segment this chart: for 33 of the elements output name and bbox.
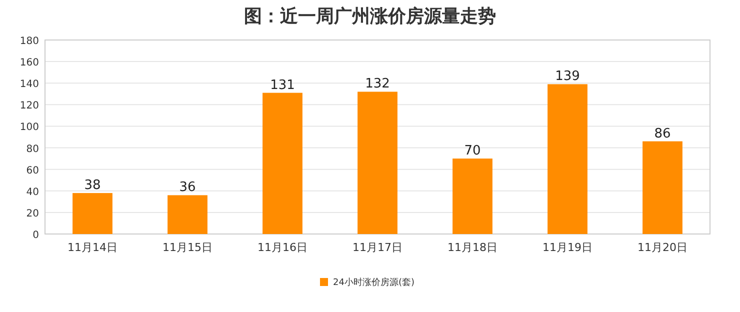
y-tick-label: 140: [20, 79, 39, 90]
y-tick-label: 0: [32, 230, 39, 241]
y-tick-label: 20: [26, 208, 39, 220]
y-tick-label: 120: [20, 100, 39, 112]
bar: [642, 141, 682, 234]
data-label: 131: [270, 78, 295, 93]
bar: [262, 92, 302, 234]
x-tick-label: 11月19日: [542, 241, 592, 254]
bar: [548, 84, 588, 234]
data-label: 139: [555, 69, 580, 84]
data-label: 36: [179, 180, 196, 196]
legend-label: 24小时涨价房源(套): [333, 277, 414, 288]
y-tick-label: 60: [26, 165, 39, 176]
bar: [358, 92, 398, 234]
x-tick-label: 11月16日: [258, 241, 308, 254]
x-tick-label: 11月14日: [68, 241, 118, 254]
data-label: 70: [464, 144, 481, 159]
data-label: 132: [365, 76, 390, 92]
x-tick-label: 11月20日: [638, 241, 688, 254]
bar: [168, 195, 208, 234]
x-tick-label: 11月15日: [162, 241, 212, 254]
x-tick-label: 11月17日: [352, 241, 402, 254]
y-tick-label: 100: [20, 122, 39, 134]
data-label: 86: [654, 126, 671, 142]
bar: [452, 158, 492, 234]
bar: [72, 193, 112, 234]
y-tick-label: 180: [20, 36, 39, 47]
data-label: 38: [84, 178, 101, 194]
y-tick-label: 160: [20, 58, 39, 69]
y-tick-label: 80: [26, 144, 39, 155]
chart-title: 图：近一周广州涨价房源量走势: [244, 6, 496, 27]
y-tick-label: 40: [26, 186, 39, 198]
x-tick-label: 11月18日: [448, 241, 498, 254]
